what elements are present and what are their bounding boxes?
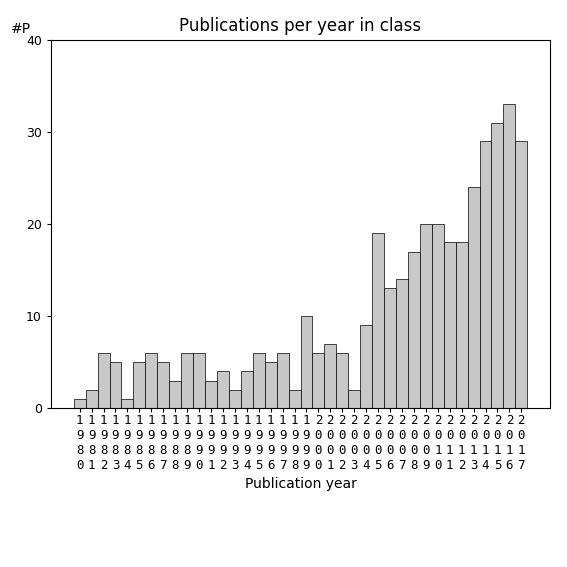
Bar: [312, 353, 324, 408]
Bar: [420, 224, 432, 408]
Bar: [98, 353, 109, 408]
Bar: [384, 289, 396, 408]
Bar: [253, 353, 265, 408]
Bar: [408, 252, 420, 408]
Bar: [86, 390, 98, 408]
Bar: [468, 187, 480, 408]
Bar: [133, 362, 145, 408]
Bar: [181, 353, 193, 408]
Bar: [503, 104, 515, 408]
Bar: [157, 362, 169, 408]
Bar: [515, 141, 527, 408]
Bar: [360, 325, 372, 408]
Bar: [492, 122, 503, 408]
Bar: [109, 362, 121, 408]
Bar: [432, 224, 444, 408]
Bar: [145, 353, 157, 408]
Bar: [74, 399, 86, 408]
Bar: [265, 362, 277, 408]
Bar: [121, 399, 133, 408]
Title: Publications per year in class: Publications per year in class: [179, 18, 422, 35]
Bar: [396, 279, 408, 408]
Bar: [336, 353, 348, 408]
Bar: [277, 353, 289, 408]
Bar: [289, 390, 301, 408]
Bar: [169, 380, 181, 408]
Bar: [241, 371, 253, 408]
Bar: [205, 380, 217, 408]
Bar: [456, 242, 468, 408]
Bar: [348, 390, 360, 408]
Bar: [480, 141, 492, 408]
Bar: [217, 371, 229, 408]
Bar: [444, 242, 456, 408]
X-axis label: Publication year: Publication year: [244, 477, 357, 492]
Bar: [193, 353, 205, 408]
Bar: [372, 233, 384, 408]
Bar: [324, 344, 336, 408]
Text: #P: #P: [11, 22, 31, 36]
Bar: [301, 316, 312, 408]
Bar: [229, 390, 241, 408]
